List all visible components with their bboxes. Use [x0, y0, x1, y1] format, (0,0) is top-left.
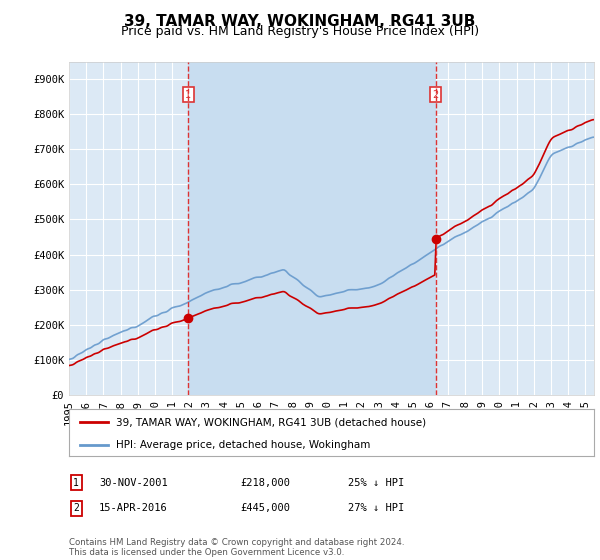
Text: HPI: Average price, detached house, Wokingham: HPI: Average price, detached house, Woki…: [116, 440, 371, 450]
Text: 15-APR-2016: 15-APR-2016: [99, 503, 168, 514]
Text: 30-NOV-2001: 30-NOV-2001: [99, 478, 168, 488]
Text: 39, TAMAR WAY, WOKINGHAM, RG41 3UB (detached house): 39, TAMAR WAY, WOKINGHAM, RG41 3UB (deta…: [116, 417, 427, 427]
Text: £218,000: £218,000: [240, 478, 290, 488]
Text: £445,000: £445,000: [240, 503, 290, 514]
Text: Price paid vs. HM Land Registry's House Price Index (HPI): Price paid vs. HM Land Registry's House …: [121, 25, 479, 38]
Text: 1: 1: [73, 478, 79, 488]
Text: 2: 2: [433, 90, 439, 100]
Text: 2: 2: [73, 503, 79, 514]
Text: 1: 1: [185, 90, 191, 100]
Text: 27% ↓ HPI: 27% ↓ HPI: [348, 503, 404, 514]
Text: 25% ↓ HPI: 25% ↓ HPI: [348, 478, 404, 488]
Bar: [188, 62, 436, 395]
Text: 39, TAMAR WAY, WOKINGHAM, RG41 3UB: 39, TAMAR WAY, WOKINGHAM, RG41 3UB: [124, 14, 476, 29]
Text: Contains HM Land Registry data © Crown copyright and database right 2024.
This d: Contains HM Land Registry data © Crown c…: [69, 538, 404, 557]
